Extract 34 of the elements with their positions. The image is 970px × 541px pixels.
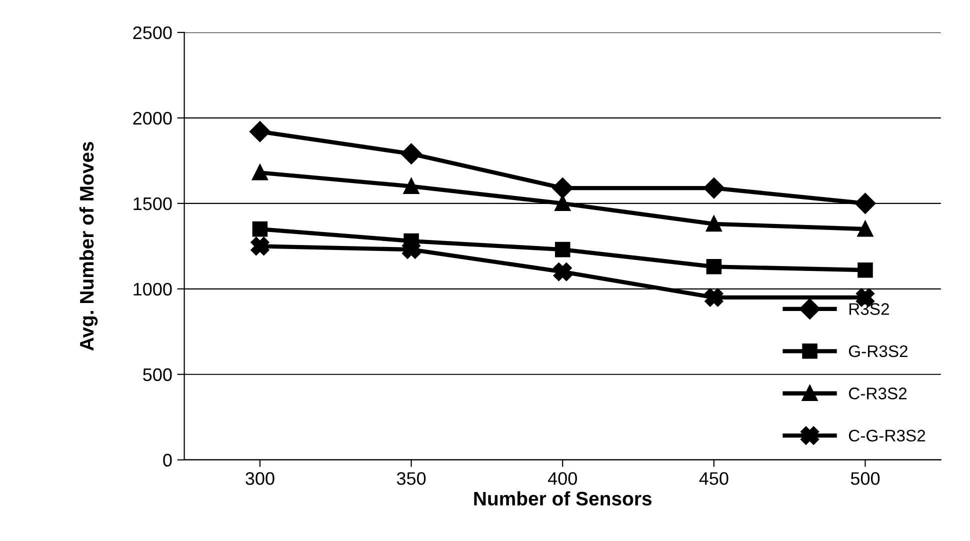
point [554,196,570,212]
point [552,178,573,198]
y-tick-label: 1000 [134,282,172,296]
y-axis-title: Avg. Number of Moves [79,142,98,351]
y-tick-label: 1500 [134,197,172,210]
legend-label: R3S2 [849,303,889,315]
point [706,216,722,232]
y-tick-label: 2500 [133,26,172,40]
point [858,221,873,237]
point [704,178,724,198]
point [858,262,873,278]
y-tick-label: 500 [143,368,172,382]
y-tick-label: 0 [163,454,172,467]
legend-label: C-G-R3S2 [848,430,926,442]
x-tick-label: 350 [396,472,426,485]
x-tick-label: 300 [246,472,274,485]
x-tick-label: 400 [548,472,577,485]
legend-label: G-R3S2 [848,345,908,358]
point [554,242,570,258]
y-tick-label: 2000 [133,112,172,125]
point [401,144,422,164]
x-axis-title: Number of Sensors [474,491,652,506]
legend-label: C-R3S2 [848,388,907,400]
point [250,121,270,142]
point [252,165,268,180]
point [554,262,572,281]
x-tick-label: 450 [699,472,728,485]
point [250,237,269,256]
point [252,221,268,237]
point [404,178,419,194]
point [855,193,876,214]
point [706,259,722,274]
x-tick-label: 500 [850,472,880,485]
point [704,288,723,306]
